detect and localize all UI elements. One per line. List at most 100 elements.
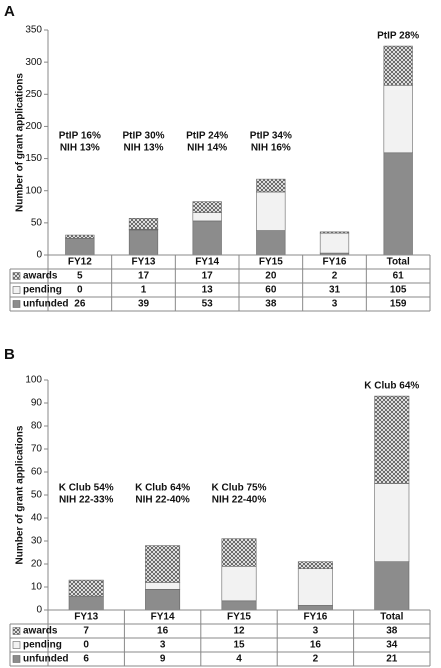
y-tick-label: 80	[31, 421, 43, 432]
bar-segment	[145, 545, 181, 583]
x-tick-label: FY12	[68, 257, 92, 268]
bar-segment	[145, 588, 181, 611]
bar-segment	[221, 565, 257, 602]
table-value: 6	[83, 654, 89, 665]
table-value: 0	[77, 285, 83, 296]
bar-segment	[319, 232, 350, 254]
bar-segment	[319, 231, 350, 234]
annotation: NIH 22-33%	[59, 495, 114, 506]
bar-segment	[383, 84, 413, 154]
table-value: 159	[390, 299, 407, 310]
y-tick-label: 40	[31, 513, 43, 524]
annotation: K Club 54%	[59, 483, 114, 494]
legend-label: unfunded	[23, 654, 69, 665]
y-tick-label: 200	[25, 121, 42, 132]
x-tick-label: FY14	[151, 612, 175, 623]
annotation: K Club 75%	[211, 483, 266, 494]
table-value: 15	[233, 640, 245, 651]
bar-segment	[256, 191, 286, 231]
table-value: 34	[386, 640, 398, 651]
table-value: 3	[313, 626, 319, 637]
table-value: 61	[393, 271, 405, 282]
bar-segment	[221, 600, 257, 611]
annotation: NIH 14%	[187, 142, 227, 153]
x-tick-label: Total	[380, 612, 403, 623]
table-value: 20	[265, 271, 277, 282]
table-value: 17	[138, 271, 150, 282]
legend-swatch	[12, 286, 21, 294]
table-value: 38	[386, 626, 398, 637]
table-value: 16	[310, 640, 322, 651]
legend-swatch	[12, 627, 21, 635]
x-tick-label: FY15	[227, 612, 251, 623]
table-value: 105	[390, 285, 407, 296]
table-value: 13	[202, 285, 214, 296]
bar-segment	[68, 595, 104, 611]
bar-segment	[65, 237, 95, 256]
table-value: 2	[313, 654, 319, 665]
table-value: 5	[77, 271, 83, 282]
table-value: 2	[332, 271, 338, 282]
table-value: 12	[233, 626, 245, 637]
bar-segment	[374, 561, 410, 611]
bar-segment	[383, 152, 413, 256]
annotation: PtIP 28%	[377, 31, 419, 42]
annotation: K Club 64%	[364, 381, 419, 392]
table-value: 21	[386, 654, 398, 665]
bar-segment	[65, 234, 95, 239]
table-value: 7	[83, 626, 89, 637]
legend-swatch	[12, 300, 21, 308]
x-tick-label: FY16	[303, 612, 327, 623]
table-value: 4	[236, 654, 242, 665]
annotation: PtIP 24%	[186, 130, 228, 141]
bar-segment	[128, 218, 159, 230]
bar-segment	[297, 605, 333, 611]
annotation: NIH 22-40%	[212, 495, 267, 506]
panel-label: B	[4, 346, 15, 363]
legend-label: pending	[23, 285, 62, 296]
bar-segment	[374, 395, 410, 484]
table-value: 3	[160, 640, 166, 651]
y-tick-label: 30	[31, 536, 43, 547]
y-tick-label: 100	[25, 375, 42, 386]
x-tick-label: FY16	[323, 257, 347, 268]
table-value: 1	[141, 285, 147, 296]
y-tick-label: 0	[36, 605, 42, 616]
y-tick-label: 50	[31, 490, 43, 501]
legend-swatch	[12, 272, 21, 280]
table-value: 26	[74, 299, 86, 310]
x-tick-label: Total	[387, 257, 410, 268]
annotation: PtIP 30%	[122, 130, 164, 141]
legend-swatch	[12, 641, 21, 649]
annotation: NIH 22-40%	[135, 495, 190, 506]
table-value: 17	[202, 271, 214, 282]
y-tick-label: 300	[25, 57, 42, 68]
annotation: K Club 64%	[135, 483, 190, 494]
x-tick-label: FY14	[195, 257, 219, 268]
y-tick-label: 50	[31, 217, 43, 228]
bar-segment	[192, 201, 222, 213]
y-tick-label: 150	[25, 153, 42, 164]
bar-segment	[256, 230, 286, 256]
legend-label: pending	[23, 640, 62, 651]
y-tick-label: 20	[31, 559, 43, 570]
annotation: NIH 13%	[123, 142, 163, 153]
bar-segment	[192, 212, 222, 222]
table-value: 31	[329, 285, 341, 296]
annotation: NIH 13%	[60, 142, 100, 153]
x-tick-label: FY15	[259, 257, 283, 268]
legend-label: awards	[23, 626, 58, 637]
bar-segment	[128, 229, 159, 256]
bar-segment	[68, 579, 104, 597]
legend-swatch	[12, 655, 21, 663]
y-tick-label: 250	[25, 89, 42, 100]
table-value: 38	[265, 299, 277, 310]
table-value: 9	[160, 654, 166, 665]
panel-label: A	[4, 3, 15, 20]
bar-segment	[192, 220, 222, 256]
y-tick-label: 0	[36, 250, 42, 261]
y-tick-label: 70	[31, 444, 43, 455]
bar-segment	[297, 568, 333, 606]
bar-segment	[256, 178, 286, 193]
